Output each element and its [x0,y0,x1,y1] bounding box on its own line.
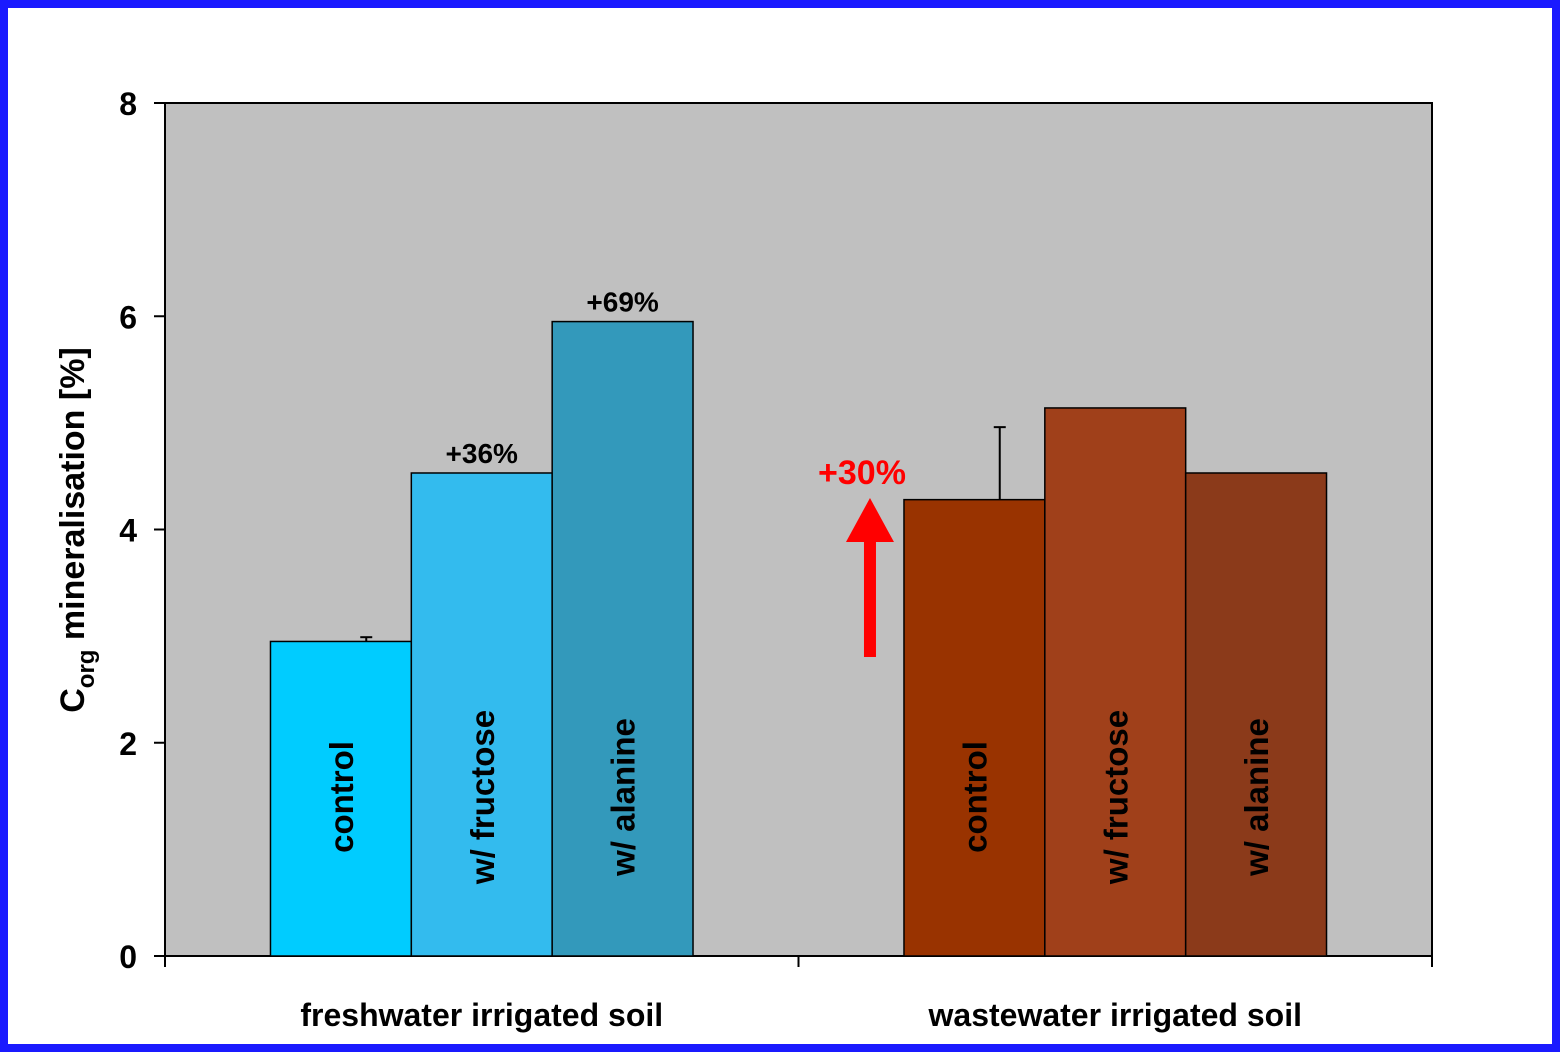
bar [410,472,553,957]
bar [903,498,1046,957]
bar-series-label: w/ alanine [1238,718,1275,877]
bar [551,320,694,957]
y-label-sub: org [73,650,100,689]
bar-annotation: +69% [586,287,658,318]
bar [269,640,413,957]
bar-series-label: control [323,741,360,853]
bar-annotation: +36% [446,438,518,469]
bar-series-label: w/ fructose [1097,710,1134,885]
y-tick-label: 0 [119,939,137,975]
bar-series-label: w/ fructose [464,710,501,885]
y-tick-label: 4 [119,513,137,549]
bar-series-label: w/ alanine [605,718,642,877]
arrow-annotation: +30% [818,454,906,492]
x-tick-label: wastewater irrigated soil [928,997,1302,1033]
y-tick-label: 6 [119,299,137,335]
x-tick-label: freshwater irrigated soil [300,997,663,1033]
y-label-main: C [54,688,92,713]
y-tick-label: 2 [119,726,137,762]
arrow-head [845,498,894,542]
y-tick-label: 8 [119,86,137,122]
bar [1184,472,1328,957]
y-axis-label: Corg mineralisation [%] [54,347,100,713]
bar-series-label: control [956,741,993,853]
y-label-rest: mineralisation [%] [54,347,92,649]
bar [1044,407,1187,957]
